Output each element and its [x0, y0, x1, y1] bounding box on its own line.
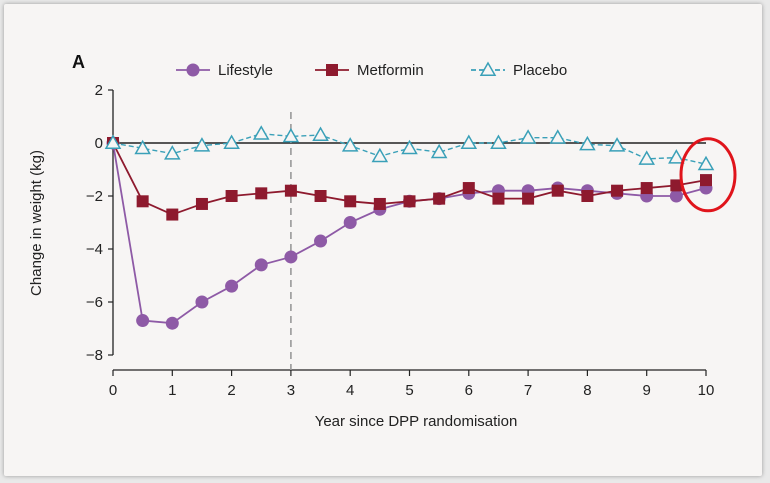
highlight-circle [679, 137, 737, 213]
x-tick-label: 9 [643, 382, 651, 399]
metformin-legend-marker [326, 64, 338, 76]
lifestyle-point [165, 316, 179, 330]
metformin-point [166, 208, 179, 221]
placebo-legend-marker [479, 61, 497, 76]
x-axis-title: Year since DPP randomisation [315, 413, 518, 430]
metformin-point [284, 184, 297, 197]
metformin-point [373, 197, 386, 210]
y-axis-title: Change in weight (kg) [28, 150, 45, 296]
metformin-point [551, 184, 564, 197]
metformin-point [136, 195, 149, 208]
metformin-point [255, 187, 268, 200]
y-tick-label: −6 [86, 294, 103, 311]
placebo-point [282, 127, 300, 143]
x-tick-label: 10 [698, 382, 715, 399]
placebo-point [579, 135, 596, 151]
lifestyle-point [225, 279, 239, 293]
metformin-point [640, 182, 653, 195]
lifestyle-point [343, 216, 357, 229]
x-tick-label: 1 [168, 382, 176, 399]
lifestyle-point [314, 234, 328, 248]
lifestyle-point [254, 258, 268, 272]
metformin-point [314, 190, 327, 202]
placebo-point [134, 139, 151, 155]
y-tick-label: −4 [86, 241, 103, 258]
placebo-point [668, 149, 685, 164]
metformin-point [611, 184, 624, 197]
x-tick-label: 8 [583, 382, 591, 399]
placebo-point [371, 147, 389, 163]
lifestyle-legend-marker [186, 63, 200, 77]
placebo-point [104, 134, 122, 149]
metformin-point [403, 195, 416, 208]
metformin-point [462, 182, 475, 195]
y-tick-label: −2 [86, 188, 103, 205]
placebo-point [164, 145, 181, 160]
series-group [104, 125, 715, 330]
placebo-point [401, 139, 418, 155]
metformin-point [522, 192, 535, 205]
lifestyle-legend-label: Lifestyle [218, 62, 273, 79]
lifestyle-point [669, 189, 683, 203]
placebo-point [193, 137, 211, 152]
lifestyle-point [195, 295, 209, 309]
placebo-point [460, 134, 478, 149]
metformin-point [581, 190, 594, 202]
placebo-point [519, 129, 537, 144]
metformin-point [492, 192, 505, 205]
placebo-point [312, 126, 329, 142]
x-tick-label: 0 [109, 382, 117, 399]
placebo-point [223, 134, 240, 149]
figure-frame [4, 4, 762, 476]
placebo-point [608, 137, 626, 152]
legend: Lifestyle Metformin Placebo [176, 61, 567, 79]
y-tick-label: 2 [95, 82, 103, 99]
lifestyle-point [284, 250, 298, 264]
metformin-point [433, 192, 446, 205]
metformin-point [195, 197, 208, 210]
x-tick-label: 7 [524, 382, 532, 399]
axes: 2 0 −2 −4 −6 −8 0 1 2 3 4 5 6 7 8 9 10 [86, 82, 714, 399]
placebo-point [549, 129, 567, 144]
placebo-point [341, 137, 359, 152]
lifestyle-point [136, 314, 150, 328]
lifestyle-series [106, 136, 713, 330]
x-tick-label: 4 [346, 382, 354, 399]
placebo-point [490, 134, 507, 149]
metformin-point [225, 190, 238, 202]
metformin-point [700, 174, 712, 187]
placebo-legend-label: Placebo [513, 62, 567, 79]
x-tick-label: 2 [227, 382, 235, 399]
placebo-point [430, 143, 448, 159]
placebo-point [252, 125, 270, 140]
metformin-point [344, 195, 357, 208]
x-tick-label: 3 [287, 382, 295, 399]
y-tick-label: 0 [95, 135, 103, 152]
placebo-point [697, 155, 715, 171]
y-tick-label: −8 [86, 347, 103, 364]
metformin-legend-label: Metformin [357, 62, 424, 79]
metformin-point [670, 179, 683, 192]
x-tick-label: 5 [405, 382, 413, 399]
placebo-series [104, 125, 715, 171]
placebo-point [638, 150, 655, 165]
x-tick-label: 6 [465, 382, 473, 399]
panel-label: A [72, 52, 85, 72]
